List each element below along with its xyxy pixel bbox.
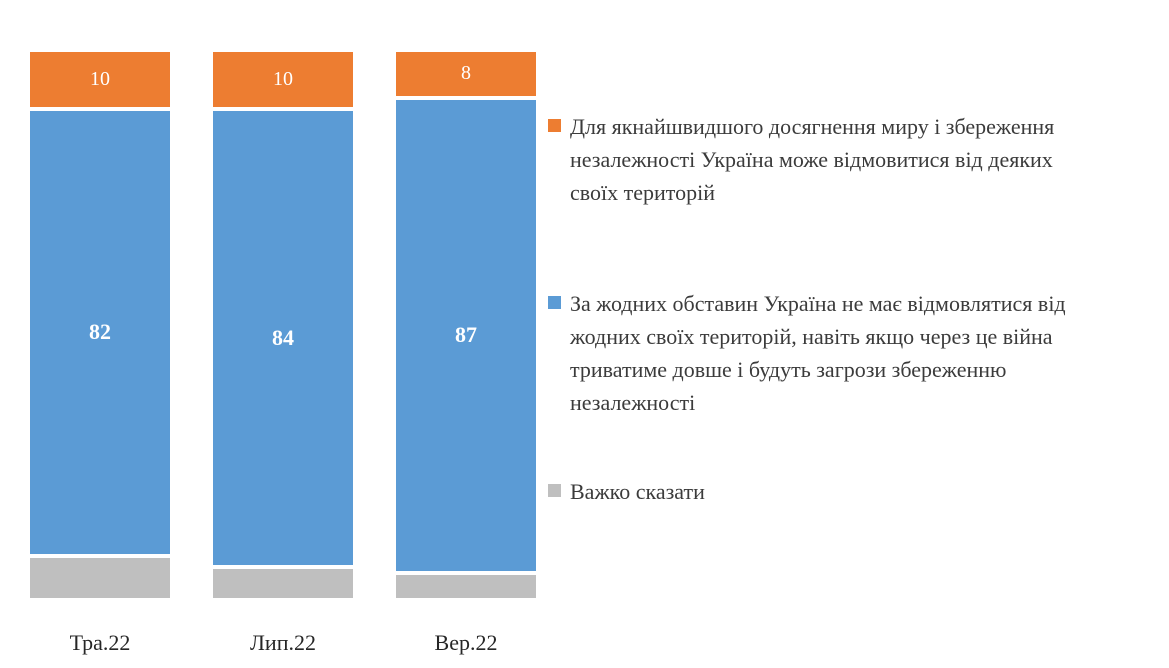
bar-group: 10 82 [30,52,170,598]
bar-value-label: 82 [89,319,111,345]
legend-item-hard-to-say: Важко сказати [548,475,1068,508]
legend-swatch-gray [548,484,561,497]
legend-label: Для якнайшвидшого досягнення миру і збер… [570,114,1055,205]
legend-item-no-territorial-concessions: За жодних обставин Україна не має відмов… [548,287,1068,419]
bar-segment-no-territorial-concessions: 87 [396,95,536,571]
legend-label: Важко сказати [570,479,705,504]
bar-value-label: 8 [461,62,471,85]
bar-group: 10 84 [213,52,353,598]
legend-swatch-orange [548,119,561,132]
bar-value-label: 84 [272,324,294,350]
bar-value-label: 10 [273,67,293,90]
bar-segment-hard-to-say [30,554,170,598]
bar-segment-hard-to-say [213,565,353,598]
bar-segment-compromise-territories: 10 [30,52,170,107]
bar-segment-no-territorial-concessions: 84 [213,106,353,566]
bar-group: 8 87 [396,52,536,598]
legend-label: За жодних обставин Україна не має відмов… [570,291,1066,415]
x-axis-label: Лип.22 [250,630,316,655]
x-axis-label: Вер.22 [434,630,498,655]
plot-area: 10 82 10 84 8 87 [30,52,536,598]
legend-item-compromise-territories: Для якнайшвидшого досягнення миру і збер… [548,110,1068,209]
bar-segment-compromise-territories: 8 [396,52,536,96]
x-axis-labels: Тра.22 Лип.22 Вер.22 [30,630,536,656]
bar-segment-hard-to-say [396,570,536,598]
bar-segment-no-territorial-concessions: 82 [30,106,170,555]
legend-swatch-blue [548,296,561,309]
bar-segment-compromise-territories: 10 [213,52,353,107]
bar-value-label: 10 [90,67,110,90]
x-axis-label: Тра.22 [69,630,131,655]
bar-value-label: 87 [455,322,477,348]
